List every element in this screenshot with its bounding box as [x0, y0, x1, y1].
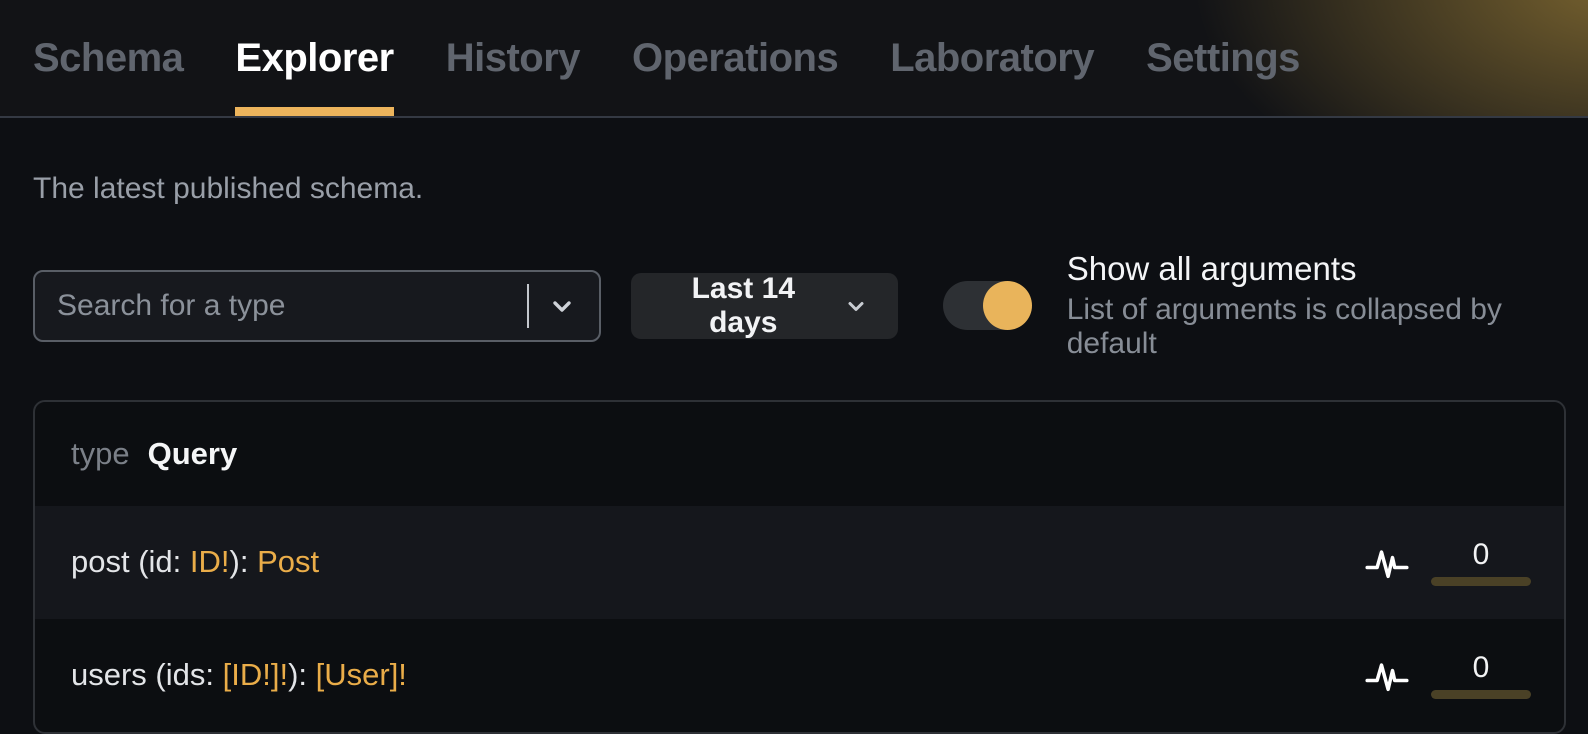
explorer-page: The latest published schema. Last 14 day…	[0, 172, 1588, 734]
type-name: Query	[147, 435, 238, 471]
top-navigation: Schema Explorer History Operations Labor…	[0, 0, 1588, 118]
chevron-down-icon	[844, 294, 868, 318]
date-range-dropdown[interactable]: Last 14 days	[630, 271, 898, 339]
toggle-description: List of arguments is collapsed by defaul…	[1066, 292, 1502, 361]
field-row-post: post (id: ID!): Post 0	[35, 505, 1564, 619]
toggle-knob	[982, 281, 1032, 331]
type-kind-label: type	[71, 435, 130, 471]
field-signature: post (id: ID!): Post	[71, 544, 319, 580]
field-usage: 0	[1365, 538, 1531, 587]
show-arguments-toggle[interactable]	[942, 281, 1032, 331]
field-text: ):	[288, 657, 316, 693]
page-subtitle: The latest published schema.	[33, 172, 424, 205]
type-card-query: type Query post (id: ID!): Post 0	[33, 399, 1566, 734]
field-text: post (id:	[71, 544, 190, 580]
field-text: ):	[229, 544, 258, 580]
show-arguments-control: Show all arguments List of arguments is …	[942, 250, 1555, 362]
tab-label: History	[445, 35, 581, 80]
usage-count: 0	[1472, 651, 1490, 685]
search-input[interactable]	[57, 288, 521, 323]
return-type-link[interactable]: Post	[257, 544, 320, 580]
return-type-link[interactable]: [User]!	[315, 657, 407, 693]
tab-history[interactable]: History	[445, 0, 581, 116]
tab-label: Laboratory	[890, 35, 1095, 80]
chevron-down-icon[interactable]	[539, 287, 585, 325]
tab-settings[interactable]: Settings	[1146, 0, 1300, 116]
tab-label: Schema	[33, 35, 184, 80]
date-range-label: Last 14 days	[691, 271, 795, 339]
activity-pulse-icon[interactable]	[1365, 656, 1409, 694]
controls-row: Last 14 days Show all arguments List of …	[33, 250, 1555, 362]
usage-stat: 0	[1431, 538, 1531, 587]
usage-count: 0	[1472, 538, 1490, 572]
field-usage: 0	[1365, 651, 1531, 700]
tab-label: Settings	[1146, 35, 1300, 80]
field-signature: users (ids: [ID!]!): [User]!	[71, 657, 407, 693]
combobox-divider	[526, 283, 529, 328]
arg-type-link[interactable]: [ID!]!	[222, 657, 289, 693]
field-row-users: users (ids: [ID!]!): [User]! 0	[35, 619, 1564, 732]
tab-explorer[interactable]: Explorer	[235, 0, 394, 116]
usage-stat: 0	[1431, 651, 1531, 700]
activity-pulse-icon[interactable]	[1365, 543, 1409, 581]
usage-bar	[1431, 690, 1531, 700]
tab-laboratory[interactable]: Laboratory	[890, 0, 1094, 116]
type-card-header: type Query	[35, 402, 1564, 506]
toggle-labels: Show all arguments List of arguments is …	[1067, 250, 1555, 362]
type-search-combobox[interactable]	[33, 269, 601, 342]
usage-bar	[1431, 577, 1531, 587]
tab-operations[interactable]: Operations	[632, 0, 839, 116]
tab-schema[interactable]: Schema	[33, 0, 184, 116]
field-text: users (ids:	[71, 657, 223, 693]
active-tab-underline	[235, 107, 394, 116]
tab-label: Operations	[632, 35, 839, 80]
tab-label: Explorer	[235, 35, 394, 80]
arg-type-link[interactable]: ID!	[189, 544, 230, 580]
toggle-title: Show all arguments	[1066, 250, 1357, 287]
